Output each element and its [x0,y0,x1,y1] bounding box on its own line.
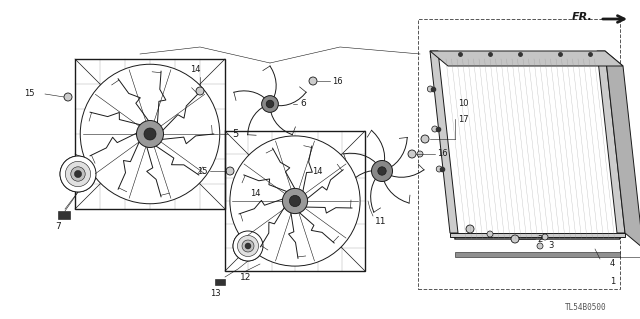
Circle shape [60,156,96,192]
Circle shape [136,121,163,147]
Circle shape [487,231,493,237]
Text: 7: 7 [55,222,61,231]
Circle shape [408,150,416,158]
Circle shape [309,77,317,85]
Text: 5: 5 [232,129,238,139]
Circle shape [341,167,349,175]
Circle shape [371,160,392,182]
Circle shape [432,126,438,132]
Polygon shape [430,51,605,57]
Text: FR.: FR. [572,12,593,22]
Text: 16: 16 [332,77,342,85]
Circle shape [428,86,433,92]
Circle shape [289,196,301,207]
Text: 12: 12 [240,272,252,281]
Text: TL54B0500: TL54B0500 [565,302,607,311]
Polygon shape [435,59,620,239]
Text: 4: 4 [610,259,615,269]
Circle shape [266,100,274,108]
Text: 3: 3 [548,241,554,250]
Circle shape [233,231,263,261]
Circle shape [196,87,204,95]
Circle shape [80,64,220,204]
Circle shape [237,235,259,256]
Circle shape [421,135,429,143]
Circle shape [226,167,234,175]
Text: 16: 16 [437,150,447,159]
Text: 17: 17 [458,115,468,123]
Circle shape [466,225,474,233]
Text: 2: 2 [537,234,542,243]
Circle shape [262,96,278,112]
Circle shape [144,128,156,140]
Circle shape [65,161,91,187]
Circle shape [436,166,442,172]
Circle shape [71,167,85,181]
Text: 14: 14 [250,189,260,198]
Polygon shape [455,252,620,257]
Polygon shape [597,51,625,233]
Circle shape [542,234,548,240]
Polygon shape [450,233,625,237]
Circle shape [378,167,386,175]
Circle shape [417,151,423,157]
Circle shape [74,170,82,178]
Text: 14: 14 [189,65,200,74]
Bar [75,59,225,209]
Circle shape [64,93,72,101]
Circle shape [511,235,519,243]
Text: 15: 15 [24,90,35,99]
Text: 11: 11 [375,218,387,226]
Text: 15: 15 [198,167,208,175]
Bar [418,19,620,289]
Circle shape [230,136,360,266]
Text: 14: 14 [312,167,323,175]
Bar [225,131,365,271]
Circle shape [282,189,308,214]
Circle shape [254,167,262,175]
Circle shape [245,243,251,249]
Circle shape [537,243,543,249]
Bar [58,211,70,219]
Polygon shape [430,51,458,233]
Text: 1: 1 [610,277,615,286]
Polygon shape [605,51,640,248]
Bar [215,279,225,285]
Polygon shape [430,51,623,66]
Text: 13: 13 [210,289,220,298]
Circle shape [242,240,254,252]
Text: 6: 6 [300,100,306,108]
Text: 10: 10 [458,100,468,108]
